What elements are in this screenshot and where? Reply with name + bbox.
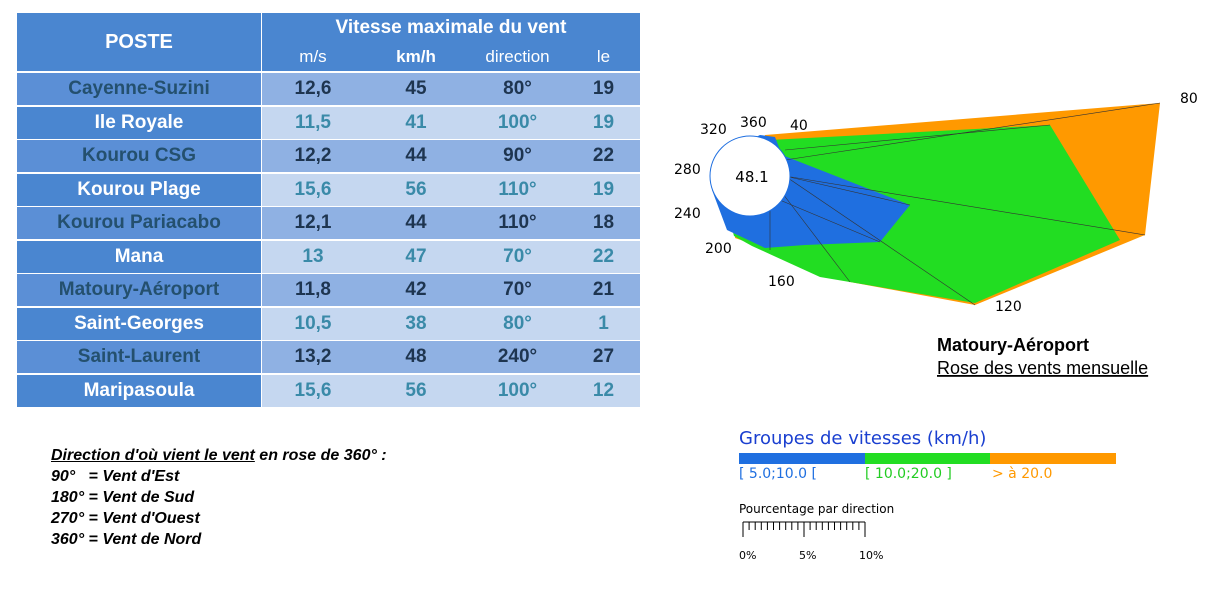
cell-value: 56 [364, 173, 468, 206]
scale-label: 5% [799, 549, 816, 562]
station-name: Saint-Georges [17, 307, 261, 340]
cell-value: 27 [567, 341, 640, 373]
cell-value: 13 [262, 240, 364, 273]
cell-value: 45 [364, 73, 468, 105]
legend-label: > à 20.0 [992, 466, 1052, 482]
note-title-rest: en rose de 360° : [254, 447, 387, 464]
cell-value: 100° [468, 374, 567, 407]
legend-swatch [865, 453, 990, 464]
direction-label: 120 [995, 299, 1022, 315]
cell-value: 100° [468, 106, 567, 139]
scale-title: Pourcentage par direction [739, 502, 894, 516]
direction-label: 40 [790, 118, 808, 134]
station-name: Mana [17, 240, 261, 273]
direction-label: 280 [674, 162, 701, 178]
note-line: 180° = Vent de Sud [51, 489, 195, 506]
header-group: Vitesse maximale du vent [262, 13, 640, 42]
cell-value: 44 [364, 207, 468, 239]
station: Matoury-Aéroport [937, 335, 1089, 355]
cell-value: 15,6 [262, 374, 364, 407]
legend-swatch [739, 453, 865, 464]
cell-value: 12,2 [262, 140, 364, 172]
cell-value: 110° [468, 173, 567, 206]
rose-center [709, 135, 791, 217]
rose-mid [728, 125, 1120, 303]
cell-value: 41 [364, 106, 468, 139]
note-line: 270° = Vent d'Ouest [51, 510, 200, 527]
direction-label: 160 [768, 274, 795, 290]
cell-value: 21 [567, 274, 640, 306]
cell-value: 22 [567, 140, 640, 172]
scale-ruler [742, 521, 866, 537]
legend-swatch [990, 453, 1116, 464]
direction-label: 200 [705, 241, 732, 257]
cell-value: 12 [567, 374, 640, 407]
cell-value: 19 [567, 173, 640, 206]
cell-value: 90° [468, 140, 567, 172]
header-column: m/s [262, 42, 364, 71]
cell-value: 47 [364, 240, 468, 273]
cell-value: 19 [567, 106, 640, 139]
cell-value: 22 [567, 240, 640, 273]
direction-label: 80 [1180, 91, 1198, 107]
cell-value: 70° [468, 240, 567, 273]
cell-value: 11,5 [262, 106, 364, 139]
header-column: le [567, 42, 640, 71]
legend-label: [ 10.0;20.0 ] [865, 466, 952, 482]
note-title: Direction d'où vient le vent [51, 447, 255, 464]
scale-label: 10% [859, 549, 883, 562]
header-column: direction [468, 42, 567, 71]
cell-value: 11,8 [262, 274, 364, 306]
cell-value: 13,2 [262, 341, 364, 373]
cell-value: 15,6 [262, 173, 364, 206]
cell-value: 10,5 [262, 307, 364, 340]
note: Direction d'où vient le vent en rose de … [51, 445, 387, 550]
rose-center-label: 48.1 [735, 168, 768, 186]
cell-value: 110° [468, 207, 567, 239]
direction-label: 320 [700, 122, 727, 138]
cell-value: 44 [364, 140, 468, 172]
station-name: Kourou Plage [17, 173, 261, 206]
station-name: Cayenne-Suzini [17, 73, 261, 105]
cell-value: 12,1 [262, 207, 364, 239]
rose-subtitle: Rose des vents mensuelle [937, 358, 1148, 378]
legend-title: Groupes de vitesses (km/h) [739, 428, 986, 449]
station-name: Kourou CSG [17, 140, 261, 172]
header-column: km/h [364, 42, 468, 71]
header-poste: POSTE [17, 13, 261, 71]
cell-value: 38 [364, 307, 468, 340]
rose-lines [769, 102, 1161, 306]
scale-label: 0% [739, 549, 756, 562]
note-line: 360° = Vent de Nord [51, 531, 202, 548]
cell-value: 19 [567, 73, 640, 105]
cell-value: 80° [468, 307, 567, 340]
cell-value: 42 [364, 274, 468, 306]
cell-value: 56 [364, 374, 468, 407]
cell-value: 18 [567, 207, 640, 239]
cell-value: 70° [468, 274, 567, 306]
direction-label: 240 [674, 206, 701, 222]
cell-value: 48 [364, 341, 468, 373]
cell-value: 12,6 [262, 73, 364, 105]
station-name: Matoury-Aéroport [17, 274, 261, 306]
cell-value: 240° [468, 341, 567, 373]
station-name: Ile Royale [17, 106, 261, 139]
cell-value: 1 [567, 307, 640, 340]
legend-label: [ 5.0;10.0 [ [739, 466, 817, 482]
direction-label: 360 [740, 115, 767, 131]
station-name: Saint-Laurent [17, 341, 261, 373]
station-name: Kourou Pariacabo [17, 207, 261, 239]
note-line: 90° = Vent d'Est [51, 468, 180, 485]
cell-value: 80° [468, 73, 567, 105]
station-name: Maripasoula [17, 374, 261, 407]
